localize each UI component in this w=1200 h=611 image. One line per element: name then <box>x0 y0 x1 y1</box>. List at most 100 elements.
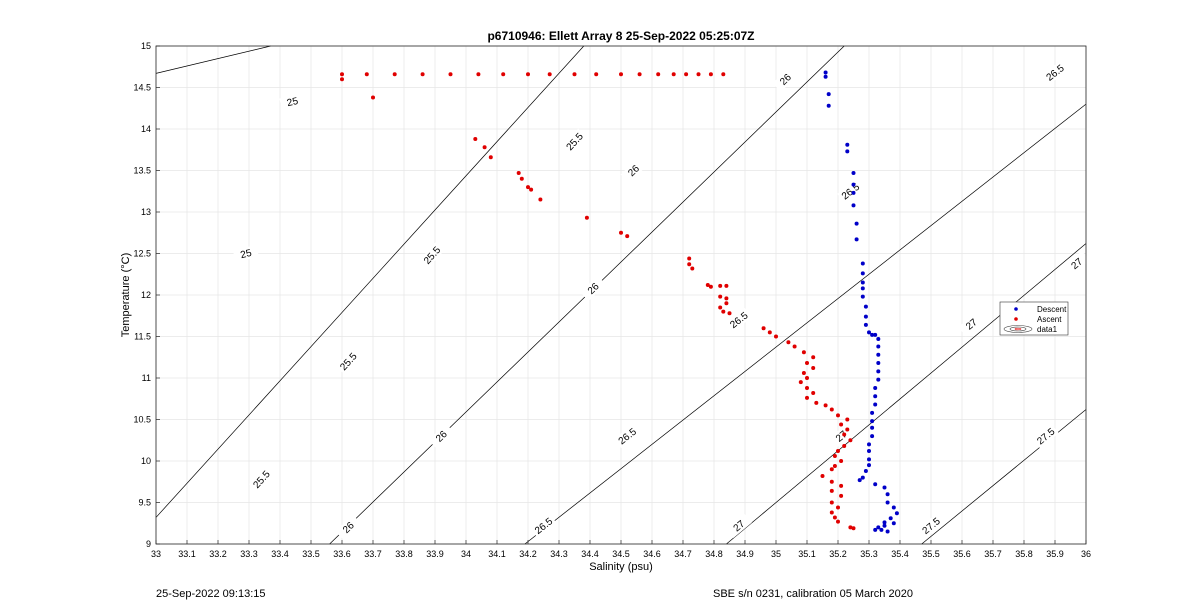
descent-point <box>826 103 831 108</box>
x-tick-label: 35.4 <box>891 549 909 559</box>
descent-point <box>863 322 868 327</box>
ascent-point <box>687 262 692 267</box>
ascent-point <box>420 72 425 77</box>
ascent-point <box>805 385 809 390</box>
ascent-point <box>829 479 834 484</box>
legend-contour-icon-core <box>1014 327 1022 331</box>
descent-point <box>863 314 868 319</box>
descent-point <box>876 361 881 366</box>
ascent-point <box>801 371 806 376</box>
ascent-point <box>529 187 534 192</box>
ascent-point <box>848 525 853 530</box>
x-tick-label: 35.5 <box>922 549 940 559</box>
x-tick-label: 34.7 <box>674 549 692 559</box>
descent-point <box>870 434 875 439</box>
descent-point <box>870 410 875 415</box>
ascent-point <box>829 407 834 412</box>
x-ticks: 33 33.1 33.2 33.3 33.4 33.5 33.6 33.7 33.8 33.9 34… <box>151 540 1091 559</box>
ascent-point <box>851 526 856 531</box>
descent-point <box>885 500 890 505</box>
descent-point <box>860 475 865 480</box>
ascent-point <box>829 510 834 515</box>
isopycnal-label-bg <box>1032 423 1059 449</box>
ascent-point <box>340 77 344 82</box>
ascent-point <box>767 330 772 335</box>
ascent-point <box>721 309 726 314</box>
descent-point <box>867 449 871 454</box>
y-tick-label: 9.5 <box>138 498 151 508</box>
x-tick-label: 34.8 <box>705 549 723 559</box>
descent-point <box>845 149 850 154</box>
descent-point <box>823 74 828 79</box>
isopycnal-label: 25 <box>286 96 300 109</box>
x-tick-label: 33.4 <box>271 549 289 559</box>
x-tick-label: 33.2 <box>209 549 227 559</box>
x-tick-label: 34.4 <box>581 549 599 559</box>
isopycnal-label-bg <box>428 423 454 449</box>
x-axis-label: Salinity (psu) <box>589 561 653 573</box>
isopycnal-label-bg <box>248 466 274 493</box>
descent-point <box>860 280 865 285</box>
ascent-point <box>848 438 853 443</box>
legend-contour-icon <box>1003 325 1033 333</box>
descent-point <box>882 520 887 525</box>
ascent-point <box>811 390 816 395</box>
ascent-point <box>836 413 840 418</box>
x-tick-label: 33.9 <box>426 549 444 559</box>
ascent-point <box>845 417 850 422</box>
x-tick-label: 35.2 <box>829 549 847 559</box>
descent-point <box>891 521 896 526</box>
ascent-point <box>718 305 723 310</box>
ascent-point <box>829 467 834 472</box>
descent-point <box>860 271 865 276</box>
ascent-point <box>690 266 695 271</box>
descent-point <box>845 142 850 147</box>
y-tick-label: 12 <box>141 290 151 300</box>
isopycnal-label-bg <box>419 242 445 269</box>
descent-point <box>870 332 875 337</box>
x-tick-label: 33.5 <box>302 549 320 559</box>
ascent-point <box>724 301 729 306</box>
legend-box <box>999 301 1069 336</box>
isopycnal-label-bg <box>917 513 945 538</box>
ascent-point <box>786 340 791 345</box>
x-tick-label: 35.7 <box>984 549 1002 559</box>
isopycnal-label-bg <box>958 311 985 337</box>
legend-label-data1: data1 <box>1037 325 1058 334</box>
isopycnal-label-bg <box>335 514 361 541</box>
ascent-point <box>829 500 834 505</box>
isopycnal-26.5 <box>524 103 1087 545</box>
x-tick-label: 34.9 <box>736 549 754 559</box>
ascent-point <box>792 344 797 349</box>
ascent-point <box>708 72 713 77</box>
ascent-point <box>371 95 375 100</box>
ascent-point <box>801 350 806 355</box>
ascent-point <box>724 296 729 301</box>
x-tick-label: 35.8 <box>1015 549 1033 559</box>
legend: Descent Ascent data1 <box>999 301 1069 336</box>
isopycnal-label: 25 <box>239 248 253 261</box>
isopycnal-label-bg <box>1063 251 1090 276</box>
y-tick-label: 11.5 <box>134 332 151 342</box>
descent-point <box>863 468 868 473</box>
descent-point <box>873 482 878 487</box>
descent-point <box>870 419 875 424</box>
y-tick-label: 14.5 <box>133 83 151 93</box>
y-tick-label: 13 <box>141 207 151 217</box>
ascent-point <box>823 403 828 408</box>
descent-point <box>873 385 878 390</box>
ascent-point <box>820 473 825 478</box>
descent-point <box>860 294 865 299</box>
ascent-point <box>594 72 599 77</box>
ascent-point <box>811 355 816 360</box>
ascent-point <box>476 72 481 77</box>
descent-point <box>876 344 881 349</box>
y-ticks: 9 9.5 10 10.5 11 11.5 12 12.5 13 13.5 14 14.5 15 <box>133 41 160 549</box>
ascent-point <box>671 72 676 77</box>
ascent-point <box>619 230 623 235</box>
x-tick-label: 34.5 <box>612 549 630 559</box>
x-tick-label: 36 <box>1081 549 1091 559</box>
descent-point <box>873 527 878 532</box>
descent-point <box>867 463 871 468</box>
